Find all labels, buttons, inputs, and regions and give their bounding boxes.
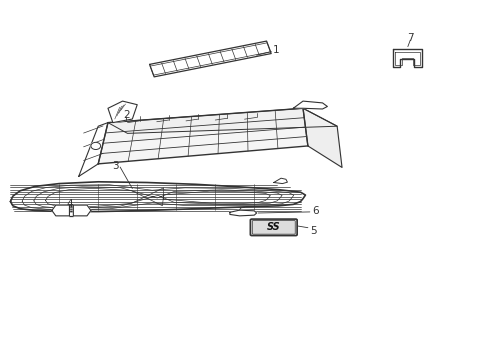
Polygon shape	[98, 108, 307, 164]
Text: 3: 3	[112, 161, 119, 171]
Polygon shape	[303, 108, 341, 167]
Polygon shape	[149, 41, 271, 77]
Text: 7: 7	[406, 33, 413, 42]
Polygon shape	[108, 101, 137, 123]
Text: 5: 5	[310, 226, 316, 236]
Polygon shape	[10, 182, 305, 212]
Polygon shape	[273, 178, 287, 184]
Polygon shape	[73, 205, 91, 216]
Text: 2: 2	[123, 110, 129, 120]
Polygon shape	[392, 49, 421, 67]
Polygon shape	[229, 210, 256, 216]
Text: 6: 6	[311, 206, 318, 216]
Text: 4: 4	[66, 199, 73, 210]
Circle shape	[91, 142, 101, 149]
Text: SS: SS	[266, 222, 280, 232]
Text: 1: 1	[272, 45, 279, 55]
Polygon shape	[52, 205, 69, 216]
FancyBboxPatch shape	[250, 219, 297, 235]
Polygon shape	[108, 108, 336, 134]
Polygon shape	[79, 123, 108, 176]
Polygon shape	[293, 101, 327, 109]
